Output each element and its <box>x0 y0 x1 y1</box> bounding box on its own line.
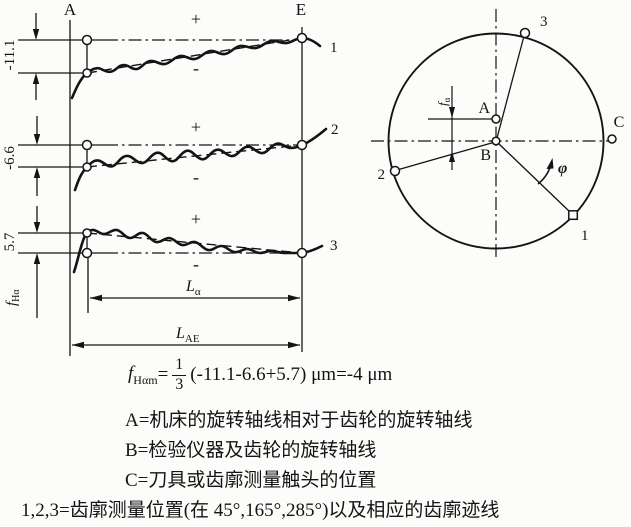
fha-axis-label: fHα <box>4 289 22 306</box>
trace-1-minus-sign: - <box>193 58 199 78</box>
point-2-marker <box>389 165 401 177</box>
la-arrow-right <box>288 294 300 302</box>
formula-lhs-main: f <box>128 362 134 384</box>
formula-equals: = <box>157 364 169 385</box>
la-arrow-left <box>90 294 102 302</box>
falpha-arrow-up <box>449 151 455 162</box>
note-line-b: B=检验仪器及齿轮的旋转轴线 <box>125 440 377 461</box>
trace-2-ref-marker <box>81 139 93 151</box>
note-line-123: 1,2,3=齿廓测量位置(在 45°,165°,285°)以及相应的齿廓迹线 <box>21 500 500 521</box>
formula-rhs: (-11.1-6.6+5.7) μm=-4 μm <box>190 364 393 385</box>
trace-2-end-marker <box>296 139 308 151</box>
fraction-numerator: 1 <box>172 356 187 376</box>
trace-1-curve <box>70 36 322 100</box>
point-a-marker <box>491 114 501 124</box>
trace-3-plus-sign: + <box>191 209 201 229</box>
point-2-label: 2 <box>378 167 386 183</box>
trace-3-arrow-up <box>33 253 41 264</box>
radius-line-2 <box>396 141 496 171</box>
trace-1-end-marker <box>296 32 308 44</box>
trace-1-arrow-down <box>32 29 40 40</box>
lae-label: LAE <box>175 325 200 345</box>
radius-line-1 <box>497 142 571 213</box>
length-dimensions <box>72 257 300 349</box>
trace-3-end-marker <box>296 247 308 259</box>
trace-1-ref-marker <box>81 34 93 46</box>
axis-a-label: A <box>64 0 77 19</box>
trace-2-label: 2 <box>331 122 339 138</box>
la-label: Lα <box>185 278 201 298</box>
trace-3-group <box>18 206 324 318</box>
note-line-c: C=刀具或齿廓测量触头的位置 <box>125 470 377 491</box>
trace-panel <box>18 13 328 356</box>
lae-arrow-left <box>72 341 84 349</box>
formula: fHαm = 1 3 (-11.1-6.6+5.7) μm=-4 μm <box>128 351 392 399</box>
trace-2-start-marker <box>82 162 92 172</box>
note-line-a: A=机床的旋转轴线相对于齿轮的旋转轴线 <box>125 410 473 431</box>
trace-1-start-marker <box>82 68 92 78</box>
trace-2-group <box>18 116 328 196</box>
trace-2-minus-sign: - <box>193 167 199 187</box>
point-3-label: 3 <box>540 14 548 30</box>
point-1-marker <box>568 210 579 221</box>
trace-3-curve <box>72 228 324 274</box>
circle-panel <box>371 9 617 258</box>
trace-2-arrow-up <box>33 167 41 178</box>
point-3-marker <box>519 27 531 39</box>
legend-notes: A=机床的旋转轴线相对于齿轮的旋转轴线 B=检验仪器及齿轮的旋转轴线 C=刀具或… <box>0 406 631 526</box>
point-a-label: A <box>478 100 490 117</box>
formula-lhs: fHαm <box>128 363 158 388</box>
phi-label: φ <box>558 160 567 177</box>
circle-panel-labels: A B C 3 2 1 φ fα <box>378 14 625 244</box>
point-c-label: C <box>614 114 625 131</box>
trace-2-value-label: -6.6 <box>2 146 18 170</box>
falpha-label: fα <box>435 97 452 106</box>
trace-3-minus-sign: - <box>193 254 199 274</box>
trace-3-arrow-down <box>33 222 41 233</box>
radius-line-3 <box>496 35 525 139</box>
trace-3-start-marker <box>82 228 92 238</box>
trace-3-ref-marker <box>81 247 93 259</box>
trace-2-plus-sign: + <box>191 117 201 137</box>
trace-1-plus-sign: + <box>191 9 201 29</box>
trace-2-curve <box>73 127 328 192</box>
falpha-arrow-down <box>449 107 455 118</box>
trace-1-value-label: -11.1 <box>2 40 18 71</box>
point-b-marker <box>491 136 501 146</box>
trace-1-arrow-up <box>32 73 40 84</box>
point-b-label: B <box>480 147 491 164</box>
trace-3-value-label: 5.7 <box>2 232 18 251</box>
axis-e-label: E <box>296 0 306 19</box>
phi-arrow-head <box>546 158 554 169</box>
trace-3-label: 3 <box>330 238 338 254</box>
gear-profile-diagram: A E + - + - + - -11.1 -6.6 5.7 fHα 1 2 3… <box>2 0 625 356</box>
point-1-label: 1 <box>581 228 589 244</box>
trace-1-group <box>18 13 322 100</box>
fraction-denominator: 3 <box>175 375 184 393</box>
lae-arrow-right <box>288 341 300 349</box>
trace-panel-labels: A E + - + - + - -11.1 -6.6 5.7 fHα 1 2 3… <box>2 0 339 345</box>
trace-1-label: 1 <box>330 40 338 56</box>
point-c-marker <box>607 134 617 144</box>
formula-lhs-sub: Hαm <box>133 372 158 387</box>
trace-2-arrow-down <box>33 134 41 145</box>
